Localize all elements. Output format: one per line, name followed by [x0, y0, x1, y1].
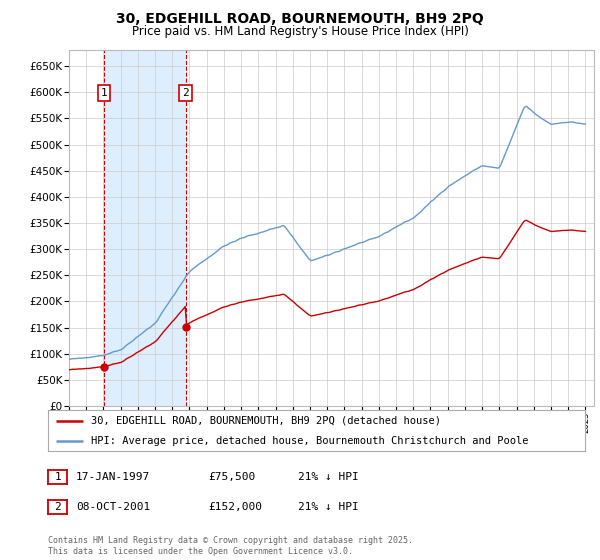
- Text: 1: 1: [101, 88, 107, 98]
- Text: 2: 2: [182, 88, 189, 98]
- Text: 17-JAN-1997: 17-JAN-1997: [76, 472, 151, 482]
- Text: Contains HM Land Registry data © Crown copyright and database right 2025.
This d: Contains HM Land Registry data © Crown c…: [48, 536, 413, 556]
- Text: HPI: Average price, detached house, Bournemouth Christchurch and Poole: HPI: Average price, detached house, Bour…: [91, 436, 529, 446]
- Text: 08-OCT-2001: 08-OCT-2001: [76, 502, 151, 512]
- Text: 30, EDGEHILL ROAD, BOURNEMOUTH, BH9 2PQ (detached house): 30, EDGEHILL ROAD, BOURNEMOUTH, BH9 2PQ …: [91, 416, 441, 426]
- Text: 30, EDGEHILL ROAD, BOURNEMOUTH, BH9 2PQ: 30, EDGEHILL ROAD, BOURNEMOUTH, BH9 2PQ: [116, 12, 484, 26]
- Text: 1: 1: [54, 472, 61, 482]
- Text: 21% ↓ HPI: 21% ↓ HPI: [298, 472, 359, 482]
- Text: Price paid vs. HM Land Registry's House Price Index (HPI): Price paid vs. HM Land Registry's House …: [131, 25, 469, 38]
- Text: 21% ↓ HPI: 21% ↓ HPI: [298, 502, 359, 512]
- Text: £152,000: £152,000: [208, 502, 262, 512]
- Bar: [104, 50, 185, 406]
- Text: 2: 2: [54, 502, 61, 512]
- Text: £75,500: £75,500: [208, 472, 256, 482]
